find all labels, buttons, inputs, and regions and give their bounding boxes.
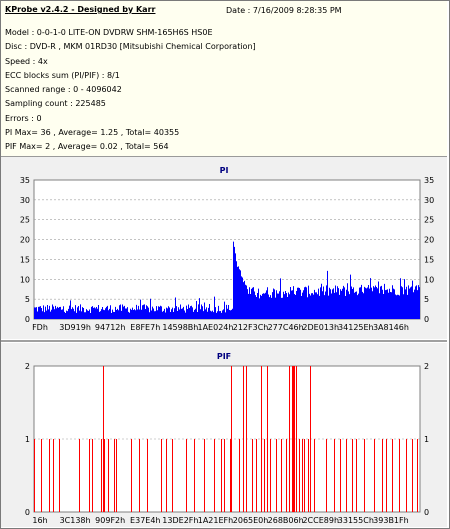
x-tick-label: 268B06h bbox=[268, 516, 304, 525]
x-tick-label: 2DE013h bbox=[302, 323, 339, 332]
x-tick-label: 2CCE89h bbox=[302, 516, 339, 525]
y-tick-label-left: 10 bbox=[20, 275, 30, 284]
y-tick-label-right: 0 bbox=[424, 315, 429, 324]
pif-summary-line: PIF Max= 2 , Average= 0.02 , Total= 564 bbox=[5, 142, 169, 151]
y-tick-label-right: 10 bbox=[424, 275, 434, 284]
x-tick-label: 13DE2Fh bbox=[162, 516, 198, 525]
scan-date: Date : 7/16/2009 8:28:35 PM bbox=[226, 6, 342, 15]
y-tick-label-left: 35 bbox=[20, 176, 30, 185]
y-tick-label-left: 5 bbox=[25, 295, 30, 304]
y-tick-label-left: 2 bbox=[25, 362, 30, 371]
x-tick-label: FDh bbox=[32, 323, 48, 332]
y-tick-label-left: 20 bbox=[20, 236, 30, 245]
y-tick-label-right: 35 bbox=[424, 176, 434, 185]
y-tick-label-left: 15 bbox=[20, 255, 30, 264]
x-tick-label: 1A21EFh bbox=[198, 516, 233, 525]
y-tick-label-right: 30 bbox=[424, 196, 434, 205]
x-tick-label: 3D919h bbox=[59, 323, 91, 332]
y-tick-label-right: 20 bbox=[424, 236, 434, 245]
y-tick-label-left: 25 bbox=[20, 216, 30, 225]
panel-divider bbox=[1, 340, 447, 342]
y-tick-label-right: 1 bbox=[424, 435, 429, 444]
disc-line: Disc : DVD-R , MKM 01RD30 [Mitsubishi Ch… bbox=[5, 42, 256, 51]
y-tick-label-left: 1 bbox=[25, 435, 30, 444]
x-tick-label: 909F2h bbox=[95, 516, 125, 525]
x-tick-label: 33155Ch bbox=[338, 516, 374, 525]
range-line: Scanned range : 0 - 4096042 bbox=[5, 85, 122, 94]
y-tick-label-left: 30 bbox=[20, 196, 30, 205]
errors-line: Errors : 0 bbox=[5, 114, 42, 123]
y-tick-label-left: 0 bbox=[25, 315, 30, 324]
x-tick-label: 277C46h bbox=[268, 323, 304, 332]
y-tick-label-right: 25 bbox=[424, 216, 434, 225]
sampling-line: Sampling count : 225485 bbox=[5, 99, 106, 108]
x-tick-label: 1AE024h bbox=[197, 323, 233, 332]
x-tick-label: 2065E0h bbox=[233, 516, 269, 525]
ecc-line: ECC blocks sum (PI/PIF) : 8/1 bbox=[5, 71, 120, 80]
pi-chart-title: PI bbox=[219, 166, 229, 175]
y-tick-label-right: 0 bbox=[424, 508, 429, 517]
pif-chart: 0 0 1 1 2 2 16h 3C138h 909F2h E37E4h 13DE2Fh 1A21EF… bbox=[25, 362, 429, 525]
y-tick-label-right: 2 bbox=[424, 362, 429, 371]
pi-panel: PI 0 0 5 5 10 10 15 15 20 20 25 25 30 30 35 35 FDh 3D919h… bbox=[1, 157, 447, 339]
pi-summary-line: PI Max= 36 , Average= 1.25 , Total= 4035… bbox=[5, 128, 180, 137]
x-tick-label: E8FE7h bbox=[130, 323, 160, 332]
x-tick-label: E37E4h bbox=[130, 516, 160, 525]
x-tick-label: 3A8146h bbox=[373, 323, 409, 332]
x-tick-label: 14598Bh bbox=[162, 323, 198, 332]
x-tick-label: 34125Eh bbox=[338, 323, 374, 332]
info-panel: KProbe v2.4.2 - Designed by Karr Date : … bbox=[1, 1, 447, 157]
y-tick-label-right: 5 bbox=[424, 295, 429, 304]
y-tick-label-left: 0 bbox=[25, 508, 30, 517]
y-tick-label-right: 15 bbox=[424, 255, 434, 264]
x-tick-label: 16h bbox=[32, 516, 47, 525]
pif-panel: PIF 0 0 1 1 2 2 16h 3C138h 909F2h E37E4h 13DE2Fh 1A… bbox=[1, 343, 447, 527]
x-tick-label: 94712h bbox=[95, 323, 126, 332]
pif-chart-title: PIF bbox=[216, 352, 232, 361]
model-line: Model : 0-0-1-0 LITE-ON DVDRW SHM-165H6S… bbox=[5, 28, 213, 37]
x-tick-label: 3C138h bbox=[60, 516, 91, 525]
speed-line: Speed : 4x bbox=[5, 57, 48, 66]
pi-chart: 0 0 5 5 10 10 15 15 20 20 25 25 30 30 35 35 FDh 3D919h 947… bbox=[20, 176, 434, 332]
x-tick-label: 393B1Fh bbox=[373, 516, 409, 525]
app-title: KProbe v2.4.2 - Designed by Karr bbox=[5, 5, 156, 14]
x-tick-label: 212F3Ch bbox=[233, 323, 269, 332]
